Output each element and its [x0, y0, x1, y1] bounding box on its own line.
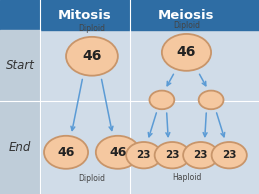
Text: Haploid: Haploid	[172, 173, 201, 182]
Text: 23: 23	[222, 150, 236, 160]
Text: Diploid: Diploid	[78, 24, 105, 33]
Circle shape	[96, 136, 140, 169]
Text: Meiosis: Meiosis	[158, 9, 215, 22]
Text: Diploid: Diploid	[78, 174, 105, 183]
Circle shape	[155, 142, 190, 168]
Text: 46: 46	[82, 49, 102, 63]
Circle shape	[126, 142, 161, 168]
Circle shape	[66, 37, 118, 76]
Bar	[0, 0, 259, 30]
Text: 46: 46	[177, 45, 196, 59]
Text: Start: Start	[6, 59, 34, 72]
Circle shape	[149, 91, 174, 109]
Circle shape	[199, 91, 224, 109]
Text: 23: 23	[136, 150, 151, 160]
Text: Diploid: Diploid	[173, 21, 200, 30]
Text: 23: 23	[193, 150, 208, 160]
Circle shape	[162, 34, 211, 71]
Text: 23: 23	[165, 150, 179, 160]
Circle shape	[183, 142, 218, 168]
Bar	[0, 30, 40, 194]
Text: Mitosis: Mitosis	[57, 9, 111, 22]
Circle shape	[44, 136, 88, 169]
Text: End: End	[9, 141, 31, 154]
Text: 46: 46	[57, 146, 75, 159]
Text: 46: 46	[109, 146, 127, 159]
Circle shape	[212, 142, 247, 168]
